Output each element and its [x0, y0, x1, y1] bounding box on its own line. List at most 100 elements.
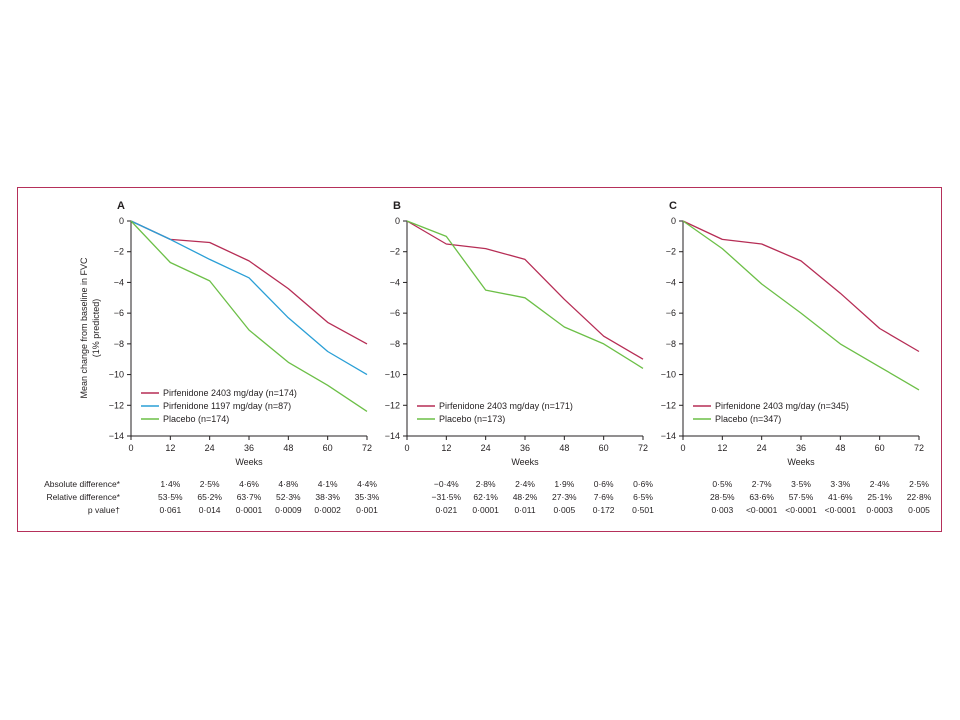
panel-b-x-tick-label: 72: [638, 443, 648, 453]
panel-a-series-3-line: [130, 220, 368, 412]
panel-b-relative-difference-cell: −31·5%: [432, 492, 462, 502]
panel-c-x-tick-label: 12: [717, 443, 727, 453]
panel-b-relative-difference-cell: 48·2%: [513, 492, 538, 502]
panel-a-absolute-difference-cell: 4·1%: [318, 479, 338, 489]
figure-frame: Mean change from baseline in FVC (1% pre…: [17, 187, 942, 532]
panel-a-p-value-cell: 0·061: [159, 505, 181, 515]
panel-a-x-tick-label: 24: [205, 443, 215, 453]
panel-c-relative-difference-cell: 22·8%: [907, 492, 932, 502]
row-label-absolute-difference: Absolute difference*: [44, 479, 121, 489]
panel-c-series-1-line: [682, 220, 920, 353]
panel-a-absolute-difference-cell: 1·4%: [160, 479, 180, 489]
panel-b-y-tick-label: −2: [390, 247, 400, 257]
panel-b-series-1-line: [406, 220, 644, 360]
panel-b-p-value-cell: 0·172: [593, 505, 615, 515]
panel-b-relative-difference-cell: 7·6%: [594, 492, 614, 502]
panel-a-p-value-cell: 0·001: [356, 505, 378, 515]
panel-b-relative-difference-cell: 6·5%: [633, 492, 653, 502]
panel-a-relative-difference-cell: 38·3%: [315, 492, 340, 502]
panel-a-y-tick-label: −8: [114, 339, 124, 349]
panel-c-relative-difference-cell: 57·5%: [789, 492, 814, 502]
row-label-relative-difference: Relative difference*: [46, 492, 120, 502]
panel-b-absolute-difference-cell: 0·6%: [633, 479, 653, 489]
panel-a-y-tick-label: −10: [109, 370, 124, 380]
panel-b-p-value-cell: 0·021: [435, 505, 457, 515]
panel-b-series-2-line: [406, 220, 644, 369]
panel-a-x-tick-label: 36: [244, 443, 254, 453]
panel-a-legend-label: Placebo (n=174): [163, 414, 229, 424]
panel-a-relative-difference-cell: 35·3%: [355, 492, 380, 502]
panel-b-absolute-difference-cell: 2·4%: [515, 479, 535, 489]
panel-a-legend-label: Pirfenidone 1197 mg/day (n=87): [163, 401, 291, 411]
panel-c-x-tick-label: 60: [875, 443, 885, 453]
panel-a-absolute-difference-cell: 2·5%: [200, 479, 220, 489]
panel-b-y-tick-label: −4: [390, 277, 400, 287]
panel-a-p-value-cell: 0·0002: [314, 505, 341, 515]
row-label-p-value: p value†: [88, 505, 120, 515]
panel-c-x-tick-label: 24: [757, 443, 767, 453]
panel-c-p-value-cell: <0·0001: [746, 505, 778, 515]
panel-c-x-tick-label: 36: [796, 443, 806, 453]
panel-c-y-tick-label: −8: [666, 339, 676, 349]
panel-a-letter: A: [117, 200, 125, 212]
panel-c-y-tick-label: 0: [671, 216, 676, 226]
y-axis-title-line-2: (1% predicted): [91, 299, 101, 358]
panel-a-x-tick-label: 0: [128, 443, 133, 453]
panel-b-relative-difference-cell: 62·1%: [473, 492, 498, 502]
panel-a-y-tick-label: −12: [109, 400, 124, 410]
panel-c-absolute-difference-cell: 0·5%: [712, 479, 732, 489]
panel-b-y-tick-label: 0: [395, 216, 400, 226]
panel-c-letter: C: [669, 200, 677, 212]
panel-a-x-tick-label: 60: [323, 443, 333, 453]
panel-a-absolute-difference-cell: 4·8%: [278, 479, 298, 489]
panel-b-x-tick-label: 24: [481, 443, 491, 453]
panel-b-relative-difference-cell: 27·3%: [552, 492, 577, 502]
panel-c-p-value-cell: <0·0001: [785, 505, 817, 515]
panel-a-y-tick-label: −4: [114, 277, 124, 287]
panel-c-p-value-cell: 0·0003: [866, 505, 893, 515]
panel-c-x-axis-title: Weeks: [787, 457, 815, 467]
panel-c-p-value-cell: <0·0001: [825, 505, 857, 515]
panel-b-absolute-difference-cell: 0·6%: [594, 479, 614, 489]
panel-b-y-tick-label: −12: [385, 400, 400, 410]
panel-a-y-tick-label: −6: [114, 308, 124, 318]
panel-c-y-tick-label: −10: [661, 370, 676, 380]
panel-b-y-tick-label: −10: [385, 370, 400, 380]
panel-b-absolute-difference-cell: 2·8%: [476, 479, 496, 489]
panel-c-relative-difference-cell: 25·1%: [867, 492, 892, 502]
panel-c-absolute-difference-cell: 3·3%: [830, 479, 850, 489]
panel-c-legend-label: Placebo (n=347): [715, 414, 781, 424]
panel-b-y-tick-label: −8: [390, 339, 400, 349]
figure-canvas: Mean change from baseline in FVC (1% pre…: [44, 200, 932, 515]
panel-c-series-2-line: [682, 220, 920, 391]
panel-b-x-axis-title: Weeks: [511, 457, 539, 467]
panel-b-p-value-cell: 0·0001: [472, 505, 499, 515]
panel-c-y-tick-label: −2: [666, 247, 676, 257]
panel-b-legend-label: Pirfenidone 2403 mg/day (n=171): [439, 401, 573, 411]
panel-b-x-tick-label: 48: [559, 443, 569, 453]
panel-c-x-tick-label: 72: [914, 443, 924, 453]
panel-a-relative-difference-cell: 65·2%: [197, 492, 222, 502]
panel-c-relative-difference-cell: 41·6%: [828, 492, 853, 502]
panel-c-y-tick-label: −14: [661, 431, 676, 441]
panel-a-absolute-difference-cell: 4·6%: [239, 479, 259, 489]
panel-a-absolute-difference-cell: 4·4%: [357, 479, 377, 489]
panel-c-p-value-cell: 0·003: [711, 505, 733, 515]
panel-a-relative-difference-cell: 63·7%: [237, 492, 262, 502]
panel-a-x-tick-label: 48: [283, 443, 293, 453]
panel-c-legend-label: Pirfenidone 2403 mg/day (n=345): [715, 401, 849, 411]
panel-c-p-value-cell: 0·005: [908, 505, 930, 515]
panel-a-series-1-line: [130, 220, 368, 345]
panel-b-p-value-cell: 0·005: [553, 505, 575, 515]
panel-a-series-2-line: [130, 220, 368, 376]
panel-c-y-tick-label: −6: [666, 308, 676, 318]
panel-a-y-tick-label: −2: [114, 247, 124, 257]
panel-b-y-tick-label: −6: [390, 308, 400, 318]
panel-c-absolute-difference-cell: 2·5%: [909, 479, 929, 489]
panel-c-x-tick-label: 0: [680, 443, 685, 453]
panel-c-y-tick-label: −4: [666, 277, 676, 287]
panel-a-p-value-cell: 0·0001: [236, 505, 263, 515]
panel-a-x-tick-label: 72: [362, 443, 372, 453]
panel-b-y-tick-label: −14: [385, 431, 400, 441]
panel-b-x-tick-label: 0: [404, 443, 409, 453]
